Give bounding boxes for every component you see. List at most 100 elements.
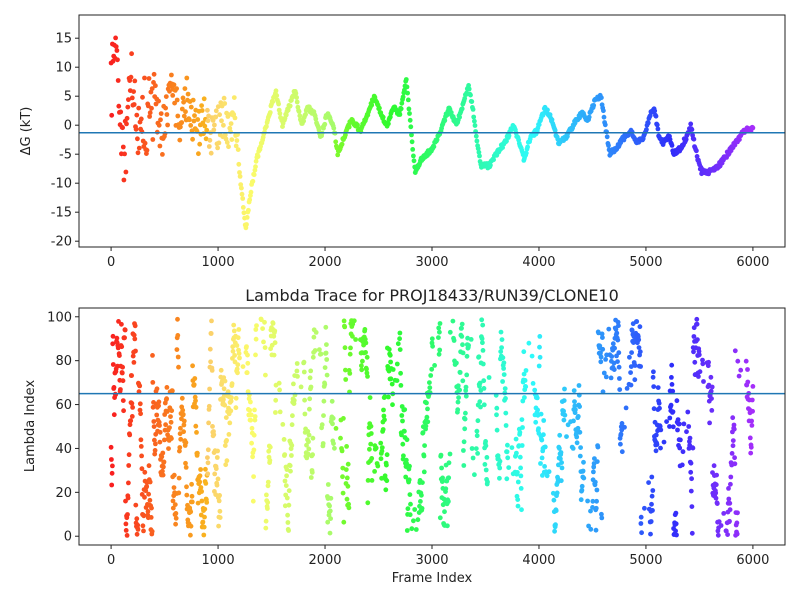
lambda-point — [137, 401, 143, 407]
free-energy-point — [294, 95, 299, 100]
free-energy-point — [469, 99, 475, 104]
lambda-point — [203, 466, 208, 472]
free-energy-point — [142, 140, 148, 146]
free-energy-point — [228, 121, 234, 126]
lambda-point — [445, 523, 450, 529]
lambda-point — [708, 388, 714, 394]
free-energy-point — [277, 111, 283, 116]
lambda-point — [481, 378, 487, 384]
lambda-point — [521, 349, 527, 355]
free-energy-point — [250, 178, 256, 184]
free-energy-point — [477, 153, 482, 159]
lambda-point — [707, 420, 712, 426]
lambda-point — [210, 424, 215, 429]
free-energy-point — [201, 96, 207, 102]
lambda-point — [653, 432, 659, 438]
lambda-point — [181, 422, 187, 428]
lambda-point — [503, 423, 509, 428]
lambda-point — [529, 353, 535, 359]
lambda-point — [251, 447, 257, 453]
lambda-point — [389, 381, 395, 387]
lambda-point — [500, 379, 505, 384]
lambda-point — [151, 424, 157, 429]
lambda-point — [591, 464, 597, 470]
lambda-point — [658, 445, 663, 451]
lambda-point — [681, 421, 687, 427]
free-energy-point — [599, 95, 604, 101]
lambda-point — [616, 350, 622, 356]
free-energy-point — [601, 114, 607, 120]
lambda-point — [122, 335, 127, 341]
lambda-point — [271, 352, 277, 358]
lambda-point — [217, 493, 223, 498]
lambda-point — [420, 480, 425, 485]
lambda-point — [463, 410, 468, 416]
lambda-point — [515, 479, 521, 485]
lambda-point — [636, 337, 642, 343]
lambda-point — [120, 378, 126, 384]
lambda-point — [497, 475, 502, 481]
free-energy-point — [322, 121, 328, 127]
lambda-point — [328, 516, 333, 521]
free-energy-point — [248, 189, 254, 195]
lambda-point — [557, 446, 562, 451]
lambda-point — [345, 461, 351, 467]
lambda-y-tick-label: 60 — [55, 398, 72, 413]
lambda-point — [691, 349, 696, 355]
lambda-point — [324, 342, 329, 347]
lambda-point — [668, 402, 674, 408]
lambda-point — [501, 360, 507, 366]
lambda-point — [553, 508, 559, 514]
lambda-point — [713, 482, 719, 488]
lambda-point — [308, 368, 314, 374]
lambda-point — [612, 345, 617, 351]
lambda-point — [375, 463, 381, 469]
lambda-point — [594, 487, 600, 493]
lambda-point — [388, 376, 394, 382]
lambda-point — [176, 475, 182, 481]
free-energy-point — [163, 105, 169, 111]
lambda-point — [459, 325, 464, 331]
free-energy-point — [247, 197, 253, 203]
lambda-point — [308, 384, 314, 390]
lambda-point — [139, 453, 145, 459]
free-energy-point — [135, 150, 141, 156]
lambda-point — [368, 431, 374, 436]
lambda-point — [173, 515, 179, 521]
free-energy-point — [403, 77, 409, 82]
lambda-point — [202, 514, 207, 520]
lambda-point — [209, 368, 215, 373]
lambda-point — [551, 497, 557, 503]
free-energy-point — [179, 120, 185, 125]
free-energy-point — [655, 126, 661, 132]
lambda-point — [501, 372, 507, 377]
lambda-point — [169, 408, 175, 414]
free-energy-point — [125, 97, 131, 102]
free-energy-point — [147, 110, 153, 116]
lambda-point — [437, 347, 443, 353]
lambda-point — [171, 472, 177, 478]
lambda-point — [447, 451, 453, 457]
lambda-point — [615, 337, 621, 343]
lambda-point — [174, 347, 180, 352]
lambda-point — [639, 530, 644, 536]
lambda-point — [432, 363, 437, 368]
free-energy-point — [255, 154, 261, 159]
lambda-point — [595, 444, 601, 450]
lambda-point — [327, 530, 333, 536]
lambda-point — [363, 350, 368, 355]
lambda-point — [520, 425, 525, 430]
lambda-point — [164, 409, 170, 414]
lambda-point — [333, 426, 339, 431]
lambda-point — [116, 319, 121, 324]
lambda-point — [594, 498, 599, 504]
lambda-y-tick-label: 80 — [55, 354, 72, 369]
lambda-point — [347, 351, 353, 357]
lambda-point — [364, 354, 370, 360]
lambda-point — [341, 416, 346, 421]
free-energy-point — [244, 222, 249, 227]
lambda-point — [420, 430, 426, 435]
lambda-point — [139, 466, 145, 472]
lambda-point — [730, 438, 736, 443]
